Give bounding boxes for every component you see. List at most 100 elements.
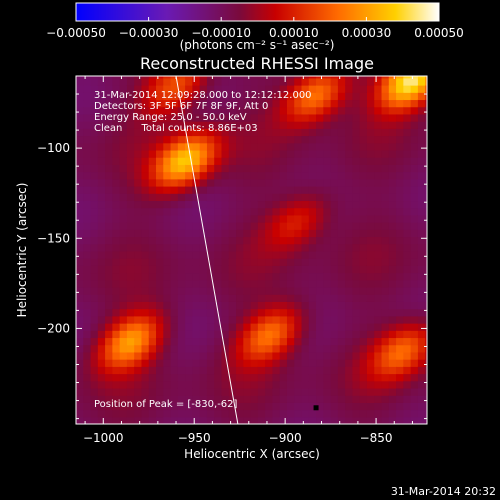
heatmap-cell — [294, 395, 303, 403]
heatmap-cell — [134, 164, 143, 173]
heatmap-cell — [163, 214, 172, 223]
heatmap-cell — [279, 85, 288, 93]
heatmap-cell — [199, 113, 208, 122]
heatmap-cell — [163, 380, 172, 389]
heatmap-cell — [257, 193, 266, 202]
heatmap-cell — [192, 286, 201, 295]
heatmap-cell — [156, 344, 164, 353]
heatmap-cell — [206, 214, 215, 223]
heatmap-cell — [257, 222, 266, 230]
heatmap-cell — [396, 330, 404, 339]
heatmap-cell — [112, 250, 121, 259]
heatmap-cell — [134, 294, 143, 302]
heatmap-cell — [272, 395, 281, 403]
heatmap-cell — [105, 330, 113, 339]
heatmap-cell — [112, 344, 121, 353]
heatmap-cell — [156, 308, 164, 317]
heatmap-cell — [279, 200, 288, 209]
annotation-clean-counts: Clean Total counts: 8.86E+03 — [94, 123, 258, 134]
heatmap-cell — [163, 164, 172, 173]
heatmap-cell — [294, 214, 303, 223]
heatmap-cell — [257, 402, 266, 411]
heatmap-cell — [134, 272, 143, 281]
heatmap-cell — [279, 193, 288, 202]
heatmap-cell — [257, 323, 266, 331]
heatmap-cell — [417, 402, 426, 411]
heatmap-cell — [214, 373, 223, 382]
heatmap-cell — [112, 387, 121, 396]
heatmap-cell — [214, 416, 223, 424]
heatmap-cell — [417, 380, 426, 389]
heatmap-cell — [199, 395, 208, 403]
heatmap-cell — [308, 387, 317, 396]
heatmap-cell — [83, 193, 92, 202]
heatmap-cell — [294, 265, 303, 274]
heatmap-cell — [105, 265, 113, 274]
heatmap-cell — [199, 301, 208, 310]
heatmap-cell — [141, 99, 150, 108]
heatmap-cell — [148, 272, 157, 281]
heatmap-cell — [308, 121, 317, 129]
heatmap-cell — [228, 250, 237, 259]
heatmap-cell — [417, 395, 426, 403]
heatmap-cell — [156, 250, 164, 259]
heatmap-cell — [294, 330, 303, 339]
heatmap-cell — [316, 149, 324, 158]
heatmap-cell — [359, 395, 368, 403]
heatmap-cell — [148, 171, 157, 180]
heatmap-cell — [228, 164, 237, 173]
heatmap-cell — [243, 330, 252, 339]
heatmap-cell — [301, 366, 310, 375]
heatmap-cell — [83, 171, 92, 180]
heatmap-cell — [156, 157, 164, 165]
heatmap-cell — [330, 359, 339, 367]
heatmap-cell — [177, 121, 186, 129]
heatmap-cell — [374, 171, 383, 180]
heatmap-cell — [381, 265, 390, 274]
heatmap-cell — [214, 258, 223, 266]
heatmap-cell — [156, 121, 164, 129]
heatmap-cell — [221, 113, 230, 122]
heatmap-cell — [105, 359, 113, 367]
heatmap-cell — [134, 106, 143, 115]
heatmap-cell — [177, 142, 186, 151]
heatmap-cell — [163, 409, 172, 418]
heatmap-cell — [279, 157, 288, 165]
heatmap-cell — [112, 200, 121, 209]
heatmap-cell — [83, 380, 92, 389]
heatmap-cell — [272, 250, 281, 259]
heatmap-cell — [381, 171, 390, 180]
heatmap-cell — [119, 294, 128, 302]
heatmap-cell — [337, 286, 346, 295]
heatmap-cell — [403, 77, 412, 86]
heatmap-cell — [119, 409, 128, 418]
heatmap-cell — [323, 250, 332, 259]
heatmap-cell — [359, 214, 368, 223]
heatmap-cell — [105, 207, 113, 216]
heatmap-cell — [192, 229, 201, 238]
heatmap-cell — [316, 250, 324, 259]
heatmap-cell — [294, 323, 303, 331]
heatmap-cell — [294, 106, 303, 115]
heatmap-cell — [148, 229, 157, 238]
heatmap-cell — [221, 286, 230, 295]
heatmap-cell — [83, 121, 92, 129]
heatmap-cell — [170, 200, 179, 209]
heatmap-cell — [221, 121, 230, 129]
heatmap-cell — [141, 272, 150, 281]
heatmap-cell — [265, 294, 274, 302]
heatmap-cell — [236, 380, 244, 389]
solar-limb-line — [175, 76, 239, 424]
heatmap-cell — [76, 149, 84, 158]
heatmap-cell — [286, 330, 295, 339]
heatmap-cell — [381, 416, 390, 424]
heatmap-cell — [323, 286, 332, 295]
heatmap-cell — [352, 113, 361, 122]
heatmap-cell — [250, 214, 259, 223]
heatmap-cell — [396, 258, 404, 266]
heatmap-cell — [374, 351, 383, 360]
heatmap-cell — [366, 337, 375, 346]
heatmap-cell — [243, 200, 252, 209]
heatmap-cell — [316, 258, 324, 266]
heatmap-cell — [396, 200, 404, 209]
